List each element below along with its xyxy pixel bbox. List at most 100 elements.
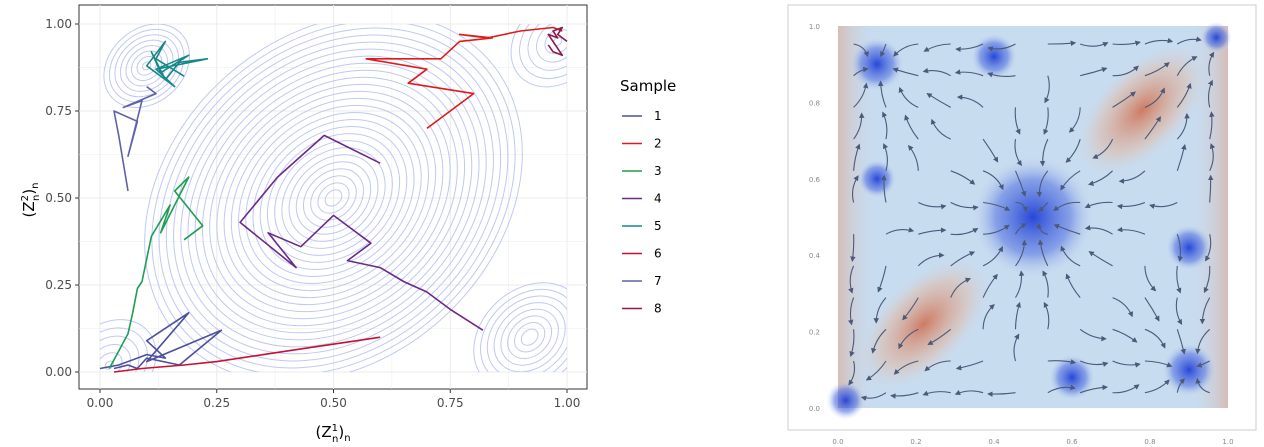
legend-label-8: 8 [654,302,662,316]
stream-arrow [1079,360,1109,367]
contour-line [100,319,157,372]
x-tick-label: 1.0 [1222,438,1233,446]
contour-line [302,168,365,228]
stream-arrow [950,277,972,298]
stream-arrow [892,67,919,77]
stream-arrow [1015,201,1028,213]
legend-items: 1 2 3 4 5 6 7 8 [622,109,662,316]
stream-arrow [982,273,998,298]
contour-line [201,69,466,327]
stream-arrow [893,43,919,57]
stream-arrow [1092,138,1114,159]
contour-line [500,308,559,366]
stream-arrow [1112,65,1139,77]
stream-arrow [1144,87,1166,108]
stream-arrow [880,43,887,58]
stream-arrow [1176,112,1190,140]
stream-arrow [1196,360,1210,368]
heat-low-region [1200,21,1232,54]
stream-arrow [1042,270,1049,298]
stream-arrow [987,72,1016,78]
stream-arrow [1047,359,1077,365]
legend-label-7: 7 [654,274,662,288]
y-tick-label: 0.6 [809,176,821,184]
stream-arrow [1080,42,1109,48]
stream-arrow [1047,384,1076,394]
stream-arrow [1060,245,1081,267]
stream-arrow [1044,75,1050,104]
stream-arrow [1013,333,1020,362]
x-tick-label: 0.4 [988,438,1000,446]
y-tick-label: 0.75 [45,104,72,118]
stream-arrow [950,228,979,236]
contour-line [520,328,539,346]
stream-arrow [902,297,919,321]
y-tick-label: 0.0 [809,405,820,413]
contour-line [100,343,131,372]
contour-line [519,24,567,80]
stream-arrow [853,112,865,140]
stream-arrow [954,69,984,77]
plot-grid [79,5,587,389]
legend-label-5: 5 [654,219,662,233]
stream-arrow [1112,40,1141,46]
x-tick-label: 0.8 [1144,438,1155,446]
stream-arrow [904,114,919,140]
stream-arrow [1068,107,1081,133]
stream-arrow [1053,224,1081,235]
contour-line [209,76,458,320]
stream-arrow [1207,79,1213,108]
contour-line [125,45,168,87]
series-line-4 [239,134,484,331]
stream-arrow [923,43,951,52]
stream-arrow [853,143,861,171]
stream-arrow [849,329,855,357]
y-axis-ticks: 0.00 0.25 0.50 0.75 1.00 [45,17,79,379]
stream-arrow [1014,107,1021,135]
y-tick-label: 1.0 [809,23,820,31]
x-tick-label: 0.25 [203,396,230,410]
stream-arrow [1112,297,1133,318]
stream-arrow [873,297,887,324]
contour-line [480,288,567,372]
contour-line [114,34,179,98]
stream-arrow [853,82,869,108]
y-tick-label: 0.4 [809,252,821,260]
x-axis-title: (Z1 n)n [315,423,350,445]
stream-arrow [860,392,887,401]
contour-line [100,327,148,372]
stream-arrow [950,170,976,185]
stream-arrow [847,297,855,326]
legend-label-6: 6 [654,247,662,261]
stream-arrow [950,251,976,267]
y-tick-label: 0.2 [809,329,820,337]
series-line-3 [108,176,204,369]
contour-line [259,126,408,270]
stream-arrow [982,304,995,330]
stream-arrow [954,389,984,395]
contour-line [310,175,357,221]
y-tick-label: 0.50 [45,191,72,205]
stream-arrow [890,392,919,399]
stream-arrow [955,43,984,53]
x-tick-label: 0.00 [87,396,114,410]
contour-line [486,295,567,372]
stream-arrow [1015,239,1028,267]
stream-arrow [1118,170,1146,184]
stream-arrow [1043,301,1050,330]
heat-high-region [1073,41,1211,179]
stream-lines [847,36,1216,401]
stream-arrow [1177,36,1202,45]
contour-line [245,111,422,285]
contour-line [173,41,494,355]
stream-arrow [983,201,1011,211]
stream-arrow [1176,144,1187,171]
contour-line [230,97,437,299]
stream-arrow [882,111,888,140]
stream-arrow [1079,328,1107,342]
stream-arrow [1203,265,1211,294]
stream-arrow [955,360,984,371]
stream-arrow [1088,251,1113,267]
stream-arrow [1176,234,1184,262]
heat-low-region [1161,342,1217,398]
